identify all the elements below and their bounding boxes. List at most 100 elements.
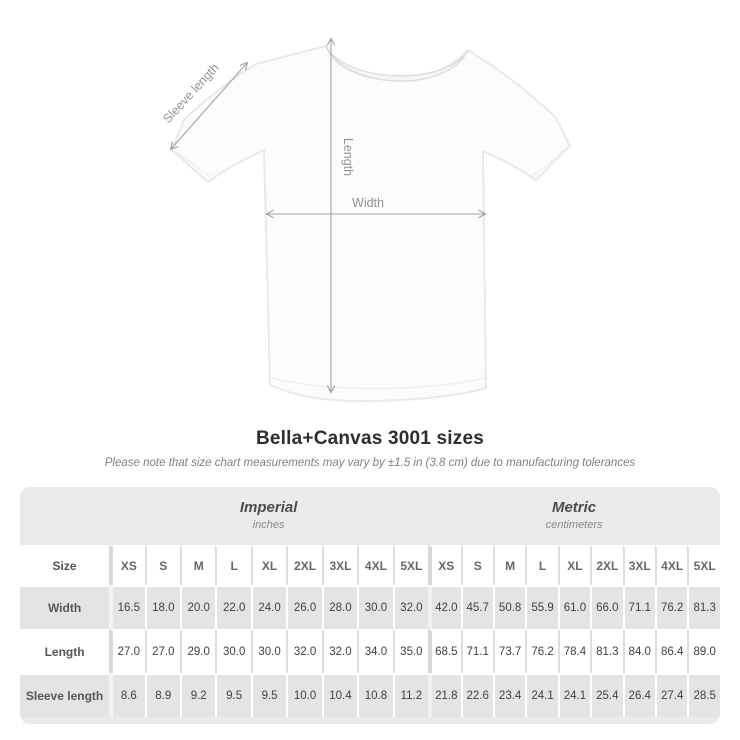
size-col-metric-4xl: 4XL: [654, 545, 688, 585]
cell-length-metric-xl: 78.4: [557, 629, 591, 673]
cell-sleeve-length-imperial-2xl: 10.0: [286, 673, 322, 717]
cell-sleeve-length-imperial-xl: 9.5: [250, 673, 287, 717]
cell-sleeve-length-imperial-m: 9.2: [180, 673, 216, 717]
cell-width-imperial-3xl: 28.0: [321, 585, 358, 629]
cell-length-metric-5xl: 89.0: [687, 629, 720, 673]
tshirt-collar: [325, 45, 469, 82]
tshirt-graphic: [171, 45, 571, 403]
measurement-arrows: [171, 39, 485, 392]
cell-sleeve-length-metric-5xl: 28.5: [687, 673, 720, 717]
size-col-imperial-s: S: [144, 545, 180, 585]
size-col-metric-2xl: 2XL: [590, 545, 623, 585]
imperial-group-header: Imperial inches: [109, 487, 428, 545]
metric-unit: centimeters: [545, 519, 603, 532]
cell-width-imperial-xl: 24.0: [250, 585, 287, 629]
size-col-metric-5xl: 5XL: [687, 545, 720, 585]
cell-width-metric-xl: 61.0: [557, 585, 591, 629]
cell-length-imperial-xs: 27.0: [109, 629, 145, 673]
cell-sleeve-length-metric-xl: 24.1: [557, 673, 591, 717]
measurement-row-width: Width 16.5 18.0 20.0 22.0 24.0 26.0 28.0 30.0 32.…: [20, 585, 720, 629]
imperial-unit: inches: [252, 519, 285, 532]
cell-sleeve-length-imperial-5xl: 11.2: [392, 673, 429, 717]
cell-width-metric-2xl: 66.0: [590, 585, 623, 629]
cell-length-imperial-4xl: 34.0: [357, 629, 393, 673]
cell-width-imperial-xs: 16.5: [109, 585, 145, 629]
metric-label: Metric: [551, 499, 597, 517]
corner-cell: [20, 487, 109, 545]
size-col-metric-l: L: [525, 545, 558, 585]
size-col-imperial-l: L: [215, 545, 251, 585]
size-col-imperial-xl: XL: [250, 545, 287, 585]
tshirt-measurement-diagram: Sleeve length Length Width: [160, 0, 571, 403]
cell-sleeve-length-imperial-4xl: 10.8: [357, 673, 393, 717]
metric-group-header: Metric centimeters: [428, 487, 720, 545]
cell-length-imperial-xl: 30.0: [250, 629, 287, 673]
size-col-imperial-4xl: 4XL: [357, 545, 393, 585]
cell-length-imperial-m: 29.0: [180, 629, 216, 673]
hem-seam: [271, 377, 485, 390]
cell-width-imperial-l: 22.0: [215, 585, 251, 629]
cell-sleeve-length-metric-l: 24.1: [525, 673, 558, 717]
cell-width-imperial-4xl: 30.0: [357, 585, 393, 629]
cell-sleeve-length-imperial-l: 9.5: [215, 673, 251, 717]
cell-sleeve-length-metric-4xl: 27.4: [654, 673, 688, 717]
cell-length-metric-2xl: 81.3: [590, 629, 623, 673]
cell-width-metric-xs: 42.0: [428, 585, 461, 629]
size-col-metric-xl: XL: [557, 545, 591, 585]
cell-width-imperial-s: 18.0: [144, 585, 180, 629]
cell-width-imperial-m: 20.0: [180, 585, 216, 629]
cell-sleeve-length-metric-m: 23.4: [492, 673, 526, 717]
cell-length-metric-m: 73.7: [492, 629, 526, 673]
cell-width-metric-l: 55.9: [525, 585, 558, 629]
size-col-imperial-m: M: [180, 545, 216, 585]
cell-width-metric-4xl: 76.2: [654, 585, 688, 629]
size-col-metric-3xl: 3XL: [622, 545, 655, 585]
imperial-label: Imperial: [239, 499, 298, 517]
row-label: Length: [20, 629, 110, 673]
length-label: Length: [341, 138, 355, 176]
cell-sleeve-length-imperial-xs: 8.6: [109, 673, 145, 717]
size-col-imperial-5xl: 5XL: [392, 545, 429, 585]
measurement-row-length: Length 27.0 27.0 29.0 30.0 30.0 32.0 32.0 34.0 35…: [20, 629, 720, 673]
cell-length-metric-xs: 68.5: [428, 629, 461, 673]
cell-width-metric-m: 50.8: [492, 585, 526, 629]
cell-sleeve-length-imperial-3xl: 10.4: [321, 673, 358, 717]
cell-length-metric-l: 76.2: [525, 629, 558, 673]
size-header-row: Size XS S M L XL 2XL 3XL 4XL 5XL XS S M L XL 2XL 3XL 4XL…: [20, 545, 720, 585]
cell-length-imperial-l: 30.0: [215, 629, 251, 673]
cell-width-metric-s: 45.7: [460, 585, 493, 629]
size-col-imperial-xs: XS: [109, 545, 145, 585]
sleeve-length-arrow: [171, 63, 247, 149]
cell-length-metric-3xl: 84.0: [622, 629, 655, 673]
size-col-metric-xs: XS: [428, 545, 461, 585]
width-label: Width: [352, 196, 384, 210]
cell-width-imperial-5xl: 32.0: [392, 585, 429, 629]
cell-sleeve-length-metric-s: 22.6: [460, 673, 493, 717]
tshirt-body: [171, 45, 571, 403]
cell-sleeve-length-metric-3xl: 26.4: [622, 673, 655, 717]
cell-width-metric-5xl: 81.3: [687, 585, 720, 629]
cell-width-metric-3xl: 71.1: [622, 585, 655, 629]
row-label: Sleeve length: [20, 673, 110, 717]
size-col-metric-s: S: [460, 545, 493, 585]
cell-width-imperial-2xl: 26.0: [286, 585, 322, 629]
left-cuff-seam: [177, 152, 212, 178]
tolerance-note: Please note that size chart measurements…: [104, 457, 636, 469]
cell-sleeve-length-metric-2xl: 25.4: [590, 673, 623, 717]
page-title: Bella+Canvas 3001 sizes: [255, 428, 484, 449]
cell-length-imperial-2xl: 32.0: [286, 629, 322, 673]
cell-length-metric-s: 71.1: [460, 629, 493, 673]
cell-length-imperial-s: 27.0: [144, 629, 180, 673]
cell-sleeve-length-metric-xs: 21.8: [428, 673, 461, 717]
size-table-container: Imperial inches Metric centimeters Size …: [20, 487, 720, 724]
size-column-header: Size: [20, 545, 110, 585]
row-label: Width: [20, 585, 110, 629]
cell-length-metric-4xl: 86.4: [654, 629, 688, 673]
cell-length-imperial-5xl: 35.0: [392, 629, 429, 673]
size-col-imperial-2xl: 2XL: [286, 545, 322, 585]
unit-group-header-row: Imperial inches Metric centimeters: [20, 487, 720, 545]
size-table: Imperial inches Metric centimeters Size …: [20, 487, 720, 717]
size-col-imperial-3xl: 3XL: [321, 545, 358, 585]
right-cuff-seam: [531, 148, 565, 177]
